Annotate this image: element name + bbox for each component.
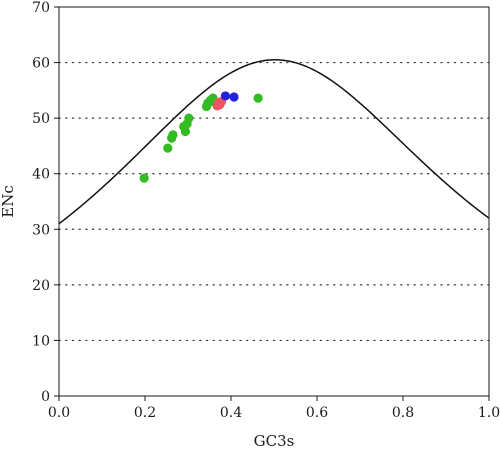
y-axis-title: ENc	[0, 185, 17, 217]
y-tick-label: 30	[32, 222, 50, 238]
data-point	[168, 130, 178, 140]
data-point	[220, 91, 231, 101]
x-tick-label: 0.6	[306, 405, 328, 421]
plot-frame	[58, 6, 490, 397]
data-point	[184, 113, 194, 123]
y-tick-label: 40	[32, 167, 50, 183]
x-tick-label: 1.0	[478, 405, 500, 421]
x-tick-label: 0.2	[134, 405, 156, 421]
data-points-layer	[139, 91, 263, 183]
data-point	[229, 92, 239, 102]
x-axis-ticks: 0.0 0.2 0.4 0.6 0.8 1.0	[48, 396, 500, 421]
expected-enc-curve	[58, 59, 490, 225]
data-point	[180, 126, 191, 137]
y-tick-label: 10	[32, 333, 50, 349]
x-tick-label: 0.0	[48, 405, 70, 421]
x-axis-title: GC3s	[254, 432, 295, 450]
y-tick-label: 20	[32, 278, 50, 294]
data-point	[139, 173, 149, 183]
expected-enc-curve-layer	[58, 59, 490, 225]
data-point	[163, 143, 173, 153]
y-axis-ticks: 0 10 20 30 40 50 60 70	[32, 0, 59, 405]
y-tick-label: 0	[41, 389, 50, 405]
y-tick-label: 70	[32, 0, 50, 16]
x-tick-label: 0.4	[220, 405, 242, 421]
data-point	[253, 93, 263, 103]
horizontal-gridlines	[58, 61, 490, 342]
y-tick-label: 60	[32, 56, 50, 72]
x-tick-label: 0.8	[392, 405, 414, 421]
y-tick-label: 50	[32, 111, 50, 127]
